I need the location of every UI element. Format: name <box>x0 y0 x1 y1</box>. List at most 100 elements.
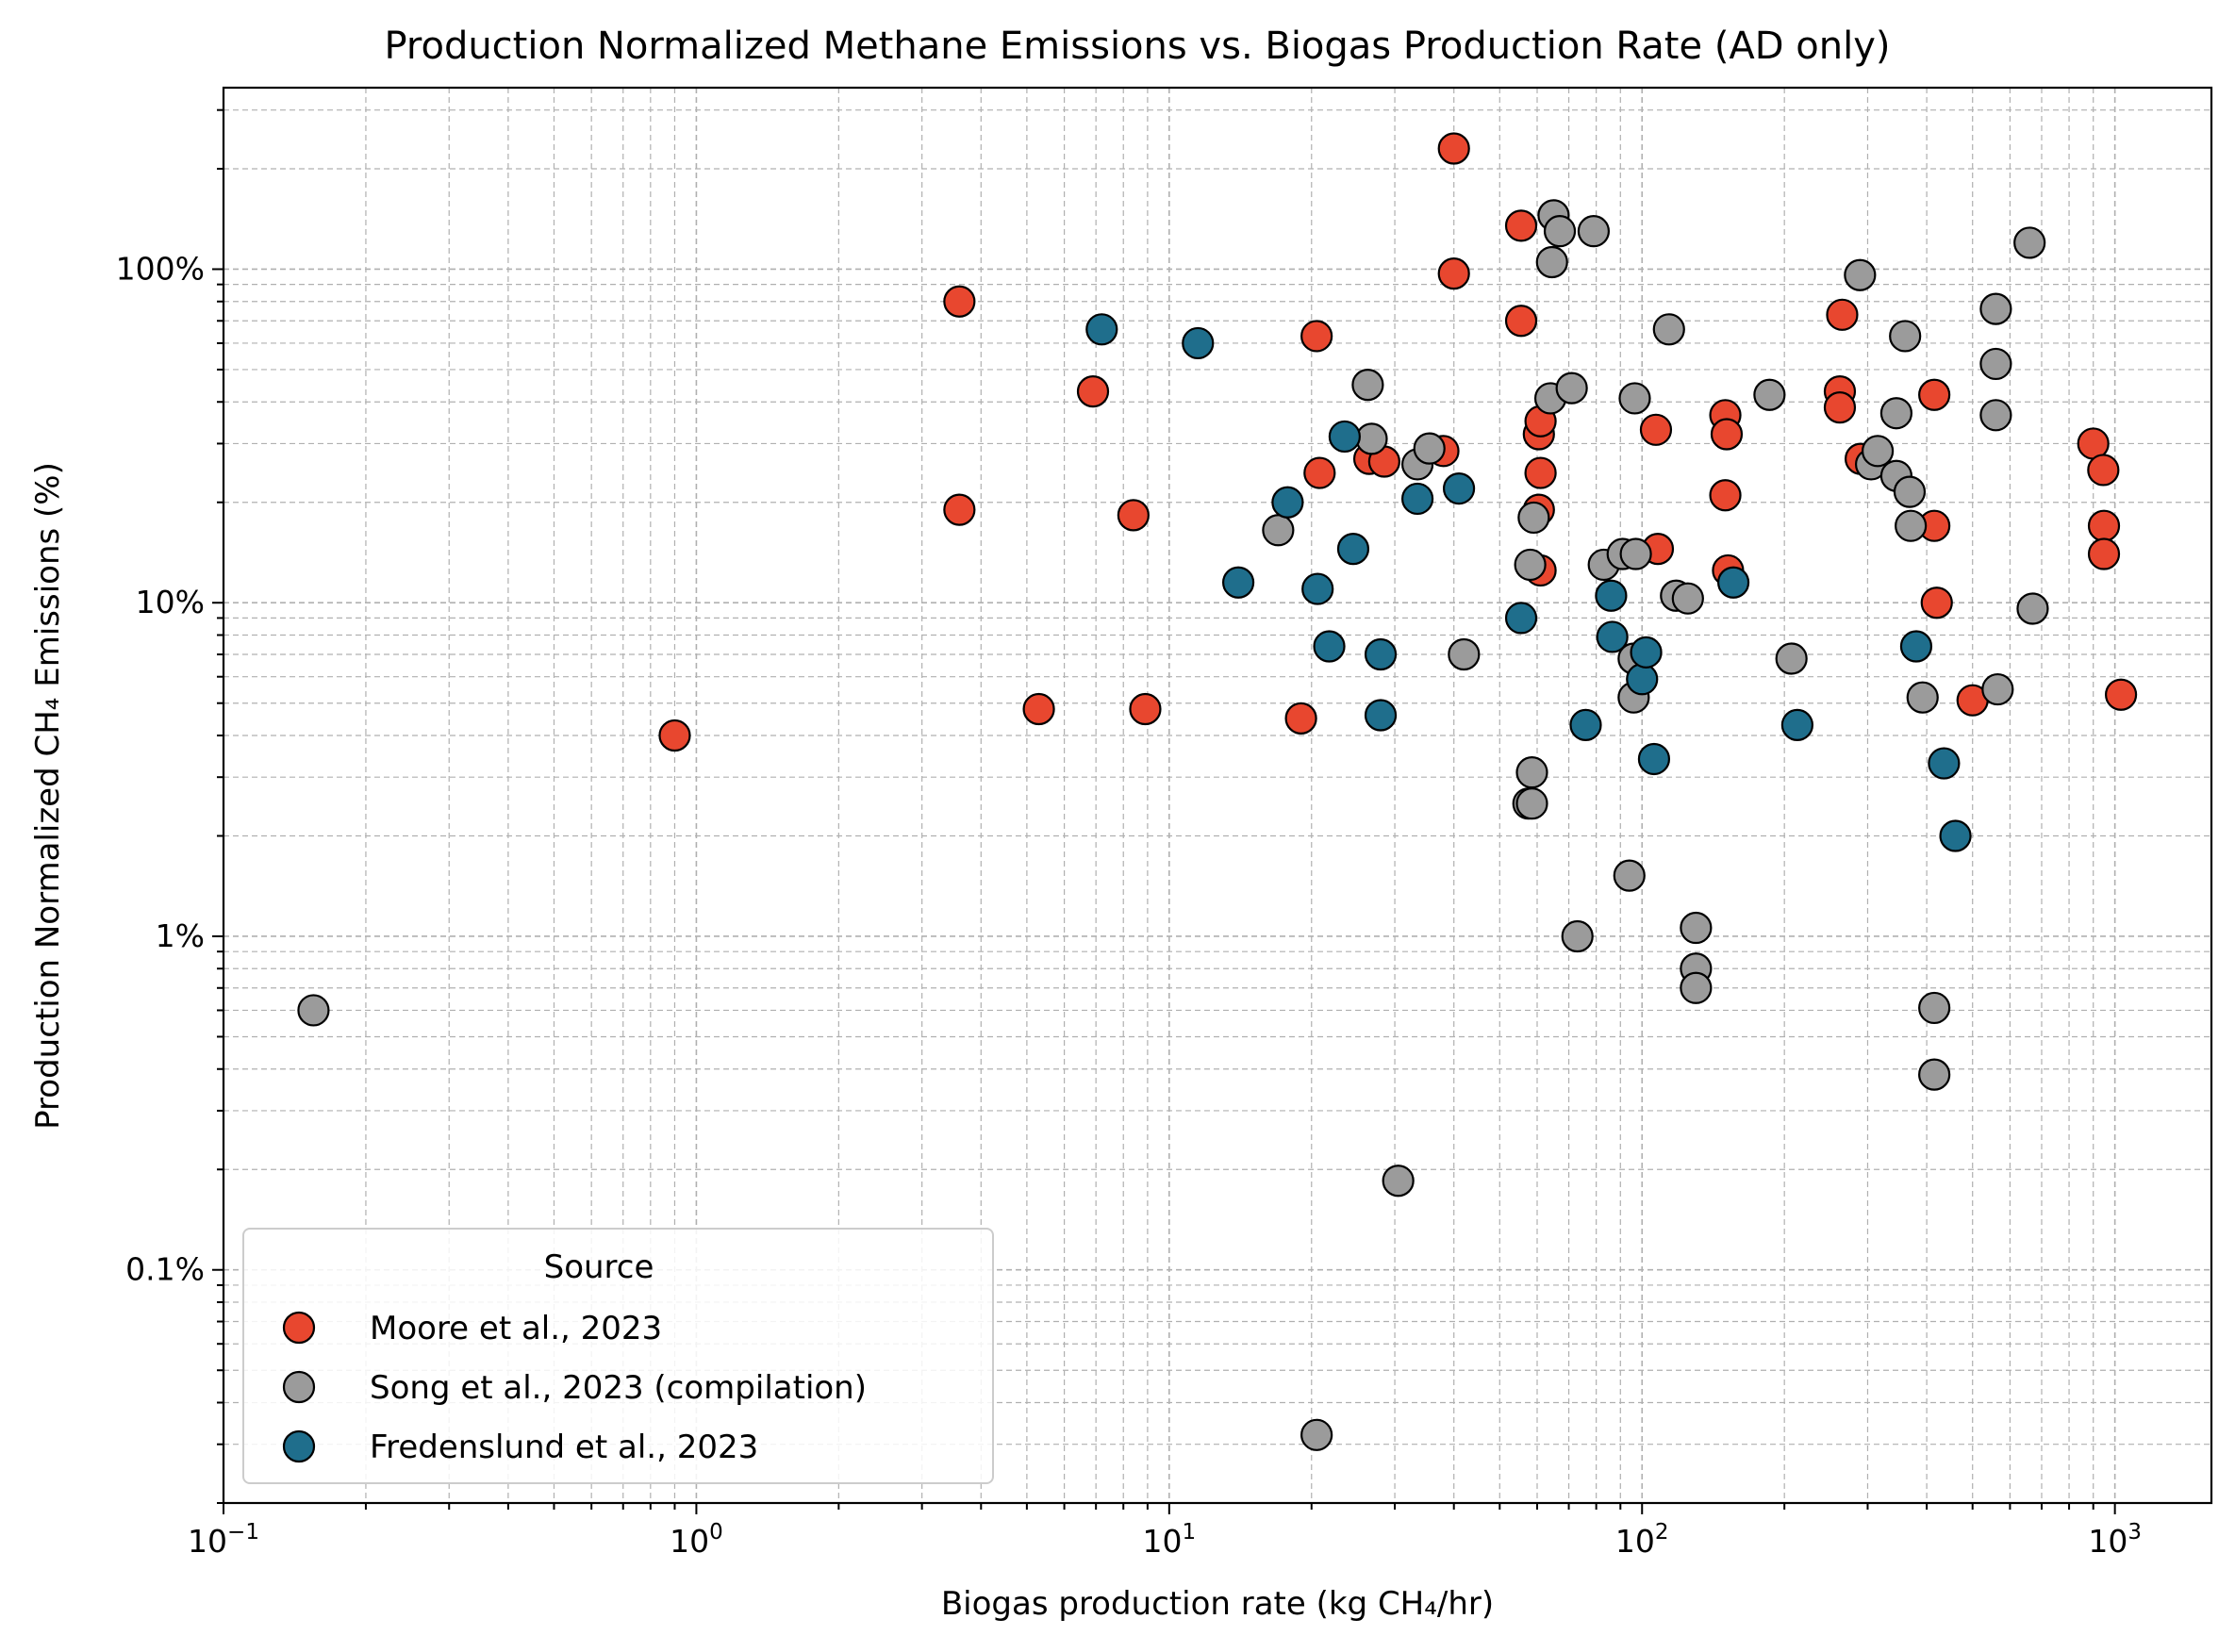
y-axis-label: Production Normalized CH₄ Emissions (%) <box>29 462 67 1130</box>
x-tick-label-base: 10 <box>670 1523 709 1560</box>
data-point <box>943 285 976 318</box>
data-point <box>1893 475 1927 508</box>
data-point <box>1504 305 1538 338</box>
data-point <box>1710 418 1744 451</box>
data-point <box>1262 514 1295 547</box>
data-point <box>1569 708 1602 741</box>
x-tick-label-exponent: 2 <box>1655 1520 1669 1545</box>
data-point <box>1300 320 1333 353</box>
data-point <box>1780 708 1813 741</box>
data-point <box>1561 919 1594 953</box>
data-point <box>1182 326 1215 360</box>
data-point <box>1716 566 1750 599</box>
data-point <box>1382 1165 1415 1198</box>
x-tick-label-exponent: 3 <box>2127 1520 2142 1545</box>
plot-frame <box>222 86 2213 1505</box>
data-point <box>1619 537 1652 570</box>
data-point <box>1906 681 1939 714</box>
y-axis: 0.1% 1% 10% 100% <box>116 108 224 1504</box>
series-1 <box>297 199 2049 1451</box>
x-axis: 10−1 100 101 102 103 <box>188 1503 2142 1560</box>
data-point <box>1355 422 1388 455</box>
x-tick-label: 10−1 <box>188 1520 259 1560</box>
data-point <box>1085 313 1118 346</box>
x-tick-label: 101 <box>1143 1520 1197 1560</box>
x-tick-label-base: 10 <box>1615 1523 1655 1560</box>
data-point <box>1680 911 1713 945</box>
y-tick-label: 0.1% <box>125 1251 205 1288</box>
data-point <box>1437 132 1470 165</box>
data-point <box>2104 678 2138 711</box>
y-tick-label: 100% <box>116 250 205 287</box>
data-point <box>1577 215 1611 248</box>
data-point <box>1981 672 2014 706</box>
data-point <box>1861 435 1895 468</box>
data-point <box>1555 372 1588 405</box>
data-point <box>1920 586 1953 620</box>
data-point <box>1515 756 1548 789</box>
data-point <box>1671 582 1704 615</box>
legend-entry: Fredenslund et al., 2023 <box>370 1429 758 1466</box>
x-tick-label-base: 10 <box>2088 1523 2127 1560</box>
data-point <box>1979 292 2012 325</box>
data-point <box>1129 692 1162 726</box>
data-point <box>1639 413 1673 446</box>
x-axis-label: Biogas production rate (kg CH₄/hr) <box>941 1585 1494 1623</box>
data-point <box>1413 432 1446 465</box>
data-point <box>1400 482 1434 516</box>
data-point <box>1504 209 1538 242</box>
data-point <box>1823 391 1857 424</box>
data-point <box>1364 699 1398 732</box>
legend: Source Moore et al., 2023 Song et al., 202… <box>242 1228 994 1484</box>
data-point <box>1918 1058 1951 1091</box>
data-point <box>1613 859 1646 892</box>
x-tick-label-base: 10 <box>188 1523 227 1560</box>
data-point <box>1221 566 1255 599</box>
data-point <box>1918 378 1951 411</box>
data-point <box>1889 320 1922 353</box>
data-point <box>1076 375 1110 408</box>
data-point <box>1364 637 1398 671</box>
x-tick-label-exponent: −1 <box>227 1520 259 1545</box>
data-point <box>1709 479 1742 512</box>
data-point <box>1826 298 1859 331</box>
legend-marker <box>282 1370 316 1404</box>
data-point <box>2016 592 2049 625</box>
x-tick-label: 100 <box>670 1520 723 1560</box>
data-point <box>1271 486 1304 519</box>
data-point <box>2087 509 2121 542</box>
data-point <box>2087 537 2121 570</box>
data-point <box>1535 245 1568 279</box>
x-tick-label-base: 10 <box>1143 1523 1183 1560</box>
data-point <box>1301 572 1334 605</box>
data-point <box>1928 747 1961 780</box>
data-point <box>1844 258 1877 291</box>
legend-entry: Song et al., 2023 (compilation) <box>370 1369 867 1407</box>
data-point <box>1918 991 1951 1025</box>
data-point <box>1879 397 1913 430</box>
data-point <box>1022 692 1055 726</box>
data-point <box>943 493 976 526</box>
data-point <box>1442 471 1476 505</box>
data-point <box>1524 456 1557 489</box>
legend-box <box>242 1228 994 1484</box>
data-point <box>1775 642 1808 675</box>
data-point <box>1595 579 1628 612</box>
data-point <box>1303 456 1336 489</box>
data-point <box>1504 602 1538 635</box>
data-point <box>1596 620 1629 653</box>
data-point <box>1284 702 1317 735</box>
x-tick-label-exponent: 0 <box>709 1520 723 1545</box>
data-point <box>1939 819 1972 852</box>
data-point <box>1517 501 1550 535</box>
data-point <box>1979 399 2012 432</box>
data-point <box>1336 533 1370 566</box>
data-point <box>1899 630 1933 663</box>
legend-title: Source <box>544 1248 654 1286</box>
data-point <box>2013 226 2046 259</box>
data-points <box>297 132 2138 1451</box>
y-tick-label: 1% <box>156 917 205 954</box>
data-point <box>1543 215 1577 248</box>
data-point <box>1637 742 1671 776</box>
